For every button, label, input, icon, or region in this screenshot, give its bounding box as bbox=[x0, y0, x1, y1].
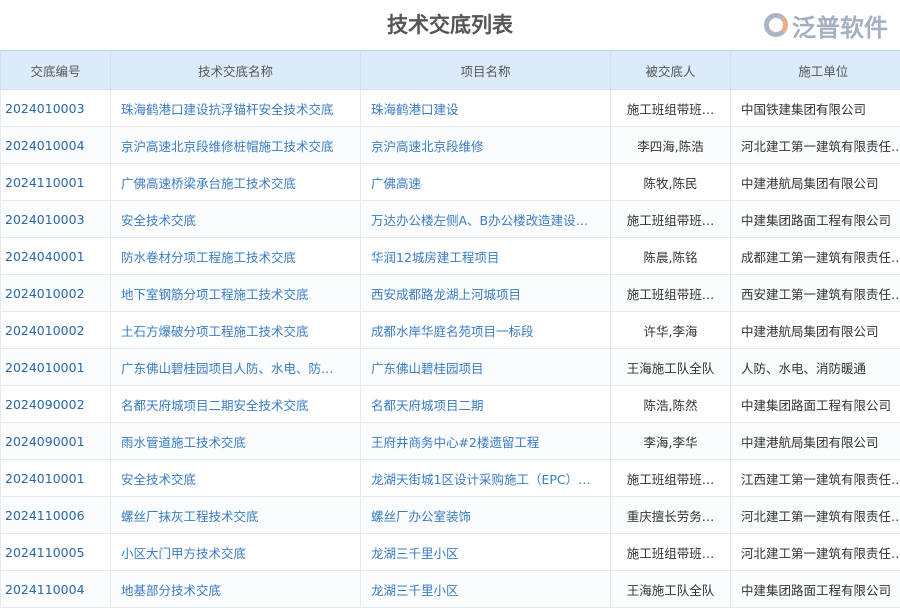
cell-contractor: 西安建工第一建筑有限责任… bbox=[731, 275, 900, 312]
cell-contractor: 中建港航局集团有限公司 bbox=[731, 423, 900, 460]
cell-project-name[interactable]: 名都天府城项目二期 bbox=[361, 386, 611, 423]
cell-briefing-name[interactable]: 螺丝厂抹灰工程技术交底 bbox=[111, 497, 361, 534]
cell-code: 2024010001 bbox=[1, 460, 111, 497]
cell-code: 2024090002 bbox=[1, 386, 111, 423]
cell-briefing-name[interactable]: 广东佛山碧桂园项目人防、水电、防… bbox=[111, 349, 361, 386]
cell-code: 2024110001 bbox=[1, 164, 111, 201]
cell-contractor: 中建港航局集团有限公司 bbox=[731, 312, 900, 349]
cell-recipient: 李四海,陈浩 bbox=[611, 127, 731, 164]
cell-recipient: 重庆擅长劳务… bbox=[611, 497, 731, 534]
cell-code: 2024010003 bbox=[1, 90, 111, 127]
cell-project-name[interactable]: 广东佛山碧桂园项目 bbox=[361, 349, 611, 386]
column-header-project-name[interactable]: 项目名称 bbox=[361, 51, 611, 90]
cell-project-name[interactable]: 珠海鹤港口建设 bbox=[361, 90, 611, 127]
brand-logo-icon bbox=[764, 13, 788, 37]
cell-contractor: 河北建工第一建筑有限责任… bbox=[731, 497, 900, 534]
cell-code: 2024040001 bbox=[1, 238, 111, 275]
cell-contractor: 中建集团路面工程有限公司 bbox=[731, 386, 900, 423]
cell-contractor: 人防、水电、消防暖通 bbox=[731, 349, 900, 386]
column-header-recipient[interactable]: 被交底人 bbox=[611, 51, 731, 90]
watermark-text: 泛普软件 bbox=[792, 8, 888, 43]
cell-project-name[interactable]: 王府井商务中心#2楼遗留工程 bbox=[361, 423, 611, 460]
cell-recipient: 施工班组带班… bbox=[611, 534, 731, 571]
cell-recipient: 施工班组带班… bbox=[611, 460, 731, 497]
cell-briefing-name[interactable]: 名都天府城项目二期安全技术交底 bbox=[111, 386, 361, 423]
cell-code: 2024110005 bbox=[1, 534, 111, 571]
cell-recipient: 施工班组带班… bbox=[611, 201, 731, 238]
cell-project-name[interactable]: 广佛高速 bbox=[361, 164, 611, 201]
cell-briefing-name[interactable]: 雨水管道施工技术交底 bbox=[111, 423, 361, 460]
cell-project-name[interactable]: 龙湖三千里小区 bbox=[361, 571, 611, 608]
cell-contractor: 中建集团路面工程有限公司 bbox=[731, 201, 900, 238]
cell-briefing-name[interactable]: 土石方爆破分项工程施工技术交底 bbox=[111, 312, 361, 349]
cell-project-name[interactable]: 京沪高速北京段维修 bbox=[361, 127, 611, 164]
cell-code: 2024010003 bbox=[1, 201, 111, 238]
cell-code: 2024010004 bbox=[1, 127, 111, 164]
cell-code: 2024090001 bbox=[1, 423, 111, 460]
cell-project-name[interactable]: 华润12城房建工程项目 bbox=[361, 238, 611, 275]
cell-project-name[interactable]: 龙湖天街城1区设计采购施工（EPC）… bbox=[361, 460, 611, 497]
cell-briefing-name[interactable]: 地基部分技术交底 bbox=[111, 571, 361, 608]
cell-contractor: 成都建工第一建筑有限责任… bbox=[731, 238, 900, 275]
cell-briefing-name[interactable]: 安全技术交底 bbox=[111, 460, 361, 497]
table-header: 交底编号技术交底名称项目名称被交底人施工单位 bbox=[1, 51, 900, 90]
cell-recipient: 施工班组带班… bbox=[611, 275, 731, 312]
cell-recipient: 陈浩,陈然 bbox=[611, 386, 731, 423]
cell-recipient: 李海,李华 bbox=[611, 423, 731, 460]
cell-project-name[interactable]: 西安成都路龙湖上河城项目 bbox=[361, 275, 611, 312]
cell-code: 2024110004 bbox=[1, 571, 111, 608]
cell-contractor: 中建港航局集团有限公司 bbox=[731, 164, 900, 201]
cell-contractor: 河北建工第一建筑有限责任… bbox=[731, 127, 900, 164]
column-header-briefing-name[interactable]: 技术交底名称 bbox=[111, 51, 361, 90]
cell-recipient: 王海施工队全队 bbox=[611, 349, 731, 386]
cell-project-name[interactable]: 万达办公楼左侧A、B办公楼改造建设… bbox=[361, 201, 611, 238]
cell-recipient: 施工班组带班… bbox=[611, 90, 731, 127]
cell-code: 2024010002 bbox=[1, 275, 111, 312]
column-header-contractor[interactable]: 施工单位 bbox=[731, 51, 900, 90]
cell-briefing-name[interactable]: 珠海鹤港口建设抗浮锚杆安全技术交底 bbox=[111, 90, 361, 127]
cell-briefing-name[interactable]: 京沪高速北京段维修桩帽施工技术交底 bbox=[111, 127, 361, 164]
cell-recipient: 王海施工队全队 bbox=[611, 571, 731, 608]
cell-briefing-name[interactable]: 小区大门甲方技术交底 bbox=[111, 534, 361, 571]
cell-code: 2024110006 bbox=[1, 497, 111, 534]
cell-contractor: 河北建工第一建筑有限责任… bbox=[731, 534, 900, 571]
cell-recipient: 许华,李海 bbox=[611, 312, 731, 349]
cell-briefing-name[interactable]: 安全技术交底 bbox=[111, 201, 361, 238]
cell-code: 2024010001 bbox=[1, 349, 111, 386]
cell-recipient: 陈晨,陈铭 bbox=[611, 238, 731, 275]
cell-recipient: 陈牧,陈民 bbox=[611, 164, 731, 201]
cell-code: 2024010002 bbox=[1, 312, 111, 349]
cell-contractor: 江西建工第一建筑有限责任… bbox=[731, 460, 900, 497]
cell-contractor: 中建集团路面工程有限公司 bbox=[731, 571, 900, 608]
cell-briefing-name[interactable]: 防水卷材分项工程施工技术交底 bbox=[111, 238, 361, 275]
cell-project-name[interactable]: 成都水岸华庭名苑项目一标段 bbox=[361, 312, 611, 349]
cell-project-name[interactable]: 螺丝厂办公室装饰 bbox=[361, 497, 611, 534]
cell-briefing-name[interactable]: 广佛高速桥梁承台施工技术交底 bbox=[111, 164, 361, 201]
column-header-code[interactable]: 交底编号 bbox=[1, 51, 111, 90]
cell-project-name[interactable]: 龙湖三千里小区 bbox=[361, 534, 611, 571]
cell-contractor: 中国铁建集团有限公司 bbox=[731, 90, 900, 127]
cell-briefing-name[interactable]: 地下室钢筋分项工程施工技术交底 bbox=[111, 275, 361, 312]
watermark: 泛普软件 bbox=[764, 8, 888, 42]
